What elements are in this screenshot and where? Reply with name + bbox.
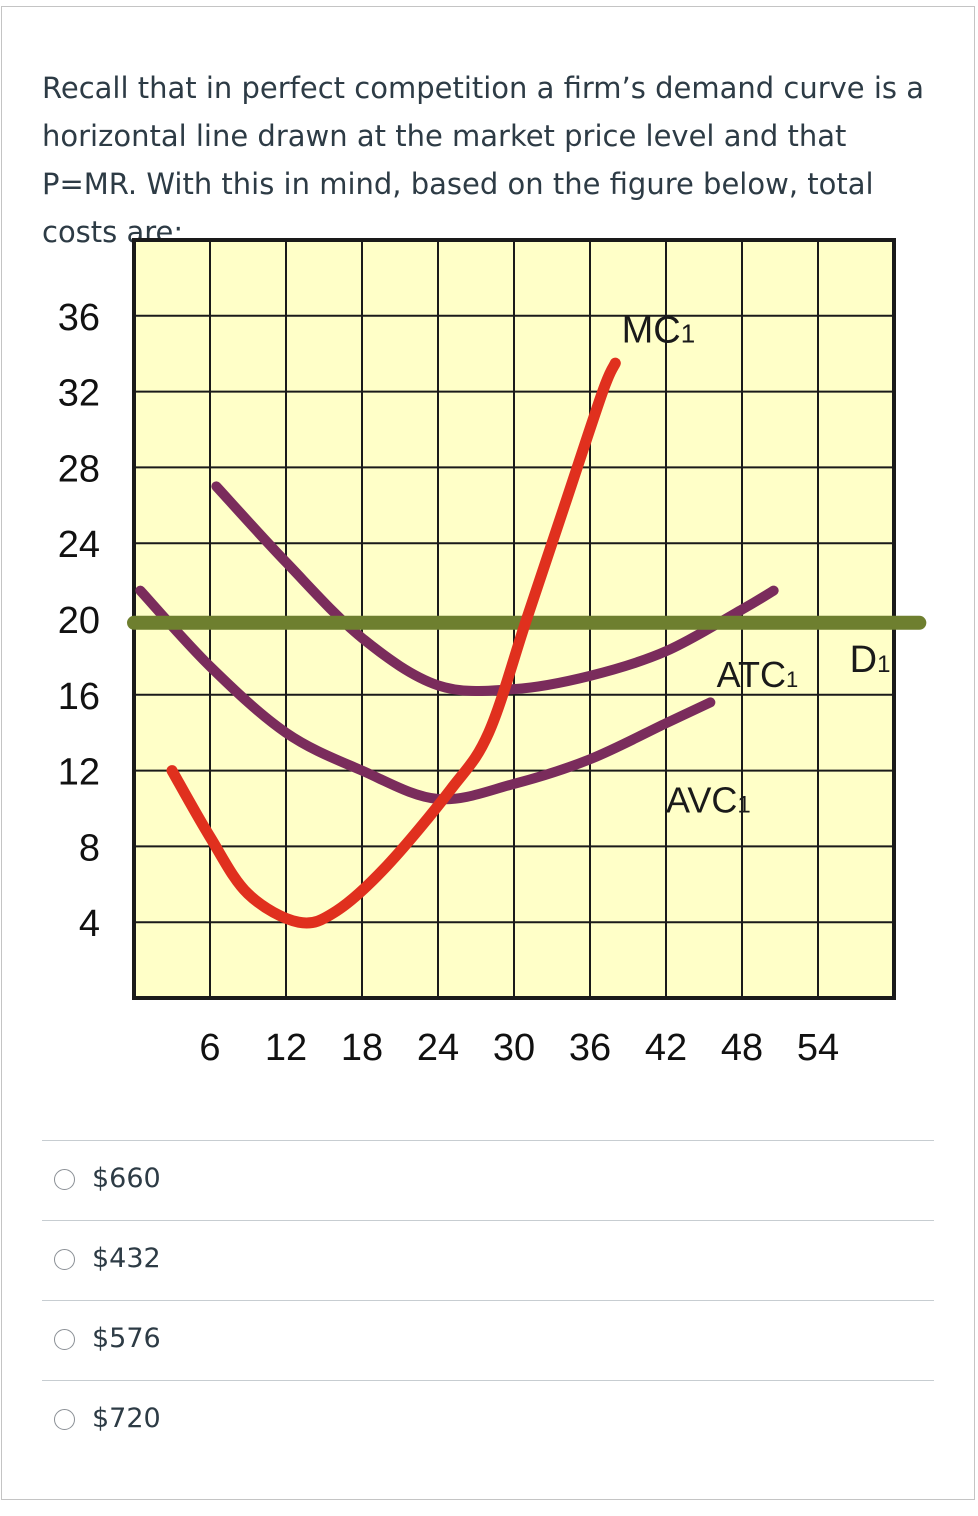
x-tick-label: 6 xyxy=(199,1027,220,1069)
radio-button[interactable] xyxy=(54,1409,75,1430)
series-label-avc1: AVC1 xyxy=(666,779,751,820)
radio-button[interactable] xyxy=(54,1329,75,1350)
answer-option-720[interactable]: $720 xyxy=(42,1380,934,1460)
y-tick-label: 24 xyxy=(58,524,100,566)
x-tick-label: 12 xyxy=(265,1027,307,1069)
x-tick-label: 42 xyxy=(645,1027,687,1069)
question-frame-edge xyxy=(974,6,975,1500)
question-frame xyxy=(1,6,975,1500)
radio-button[interactable] xyxy=(54,1169,75,1190)
x-tick-label: 18 xyxy=(341,1027,383,1069)
series-avc1-line xyxy=(135,585,716,805)
answer-label: $576 xyxy=(92,1323,161,1354)
y-tick-label: 32 xyxy=(58,373,100,415)
radio-button[interactable] xyxy=(54,1249,75,1270)
x-tick-label: 54 xyxy=(797,1027,839,1069)
y-tick-label: 8 xyxy=(79,827,100,869)
x-tick-label: 30 xyxy=(493,1027,535,1069)
y-tick-label: 16 xyxy=(58,676,100,718)
answer-option-576[interactable]: $576 xyxy=(42,1300,934,1380)
answer-option-660[interactable]: $660 xyxy=(42,1140,934,1220)
answer-list: $660 $432 $576 $720 xyxy=(42,1140,934,1460)
series-mc1-line xyxy=(166,357,621,929)
question-text: Recall that in perfect competition a fir… xyxy=(42,71,925,249)
answer-label: $660 xyxy=(92,1163,161,1194)
answer-label: $720 xyxy=(92,1403,161,1434)
y-tick-label: 36 xyxy=(58,297,100,339)
x-tick-label: 24 xyxy=(417,1027,459,1069)
series-label-mc1: MC1 xyxy=(622,309,696,351)
series-label-atc1: ATC1 xyxy=(717,654,799,695)
y-tick-label: 20 xyxy=(58,600,100,642)
y-tick-label: 4 xyxy=(79,903,100,945)
x-tick-label: 48 xyxy=(721,1027,763,1069)
answer-label: $432 xyxy=(92,1243,161,1274)
answer-option-432[interactable]: $432 xyxy=(42,1220,934,1300)
x-tick-label: 36 xyxy=(569,1027,611,1069)
series-label-d1: D1 xyxy=(850,639,891,681)
y-tick-label: 28 xyxy=(58,448,100,490)
y-tick-label: 12 xyxy=(58,752,100,794)
